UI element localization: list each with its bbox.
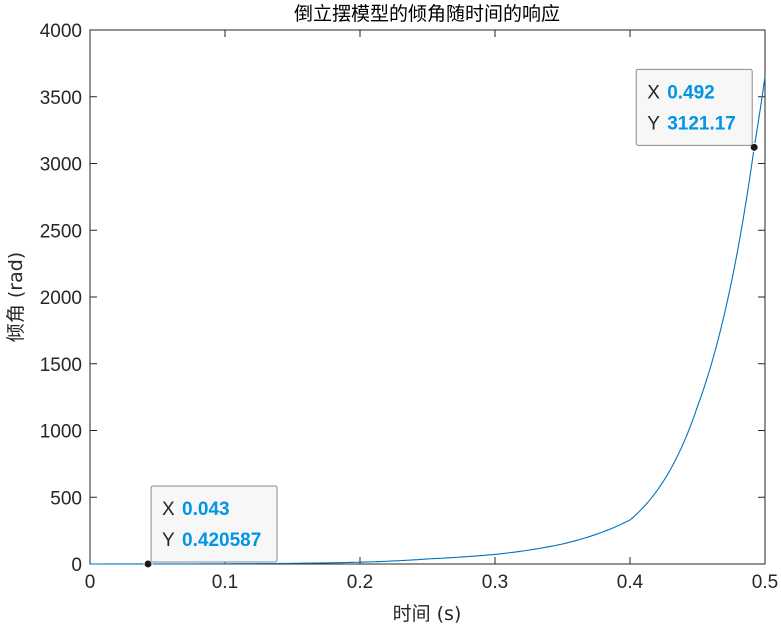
datatip-y-label: Y — [647, 113, 660, 134]
x-tick-label: 0.5 — [752, 572, 778, 593]
datatip-box — [635, 68, 753, 146]
x-tick-label: 0.1 — [212, 572, 238, 593]
datatip-marker — [749, 142, 759, 152]
chart-title: 倒立摆模型的倾角随时间的响应 — [294, 3, 560, 25]
y-tick-label: 0 — [71, 555, 82, 576]
datatip-y-value: 0.420587 — [182, 530, 261, 551]
datatip-box — [150, 485, 278, 563]
x-tick-label: 0 — [85, 572, 96, 593]
datatip-x-label: X — [162, 499, 175, 520]
datatip-y-value: 3121.17 — [667, 113, 736, 134]
y-tick-label: 2000 — [40, 288, 82, 309]
datatip-x-value: 0.043 — [182, 499, 230, 520]
x-axis-label: 时间 (s) — [393, 603, 462, 625]
y-tick-label: 3500 — [40, 88, 82, 109]
datatip-x-label: X — [647, 82, 660, 103]
series-line — [90, 76, 766, 565]
y-tick-label: 1500 — [40, 355, 82, 376]
y-tick-label: 4000 — [40, 21, 82, 42]
x-tick-label: 0.4 — [617, 572, 644, 593]
y-tick-label: 1000 — [40, 422, 82, 443]
datatip-marker — [143, 559, 153, 569]
y-tick-label: 3000 — [40, 155, 82, 176]
x-tick-label: 0.3 — [482, 572, 508, 593]
x-tick-label: 0.2 — [347, 572, 373, 593]
y-tick-label: 500 — [50, 488, 82, 509]
y-axis-label: 倾角 (rad) — [5, 252, 27, 342]
datatip-x-value: 0.492 — [667, 82, 715, 103]
datatip-y-label: Y — [162, 530, 175, 551]
y-tick-label: 2500 — [40, 221, 82, 242]
plot-area: 0 0.1 0.2 0.3 0.4 0.5 0 500 1000 1500 2000 2500 3000… — [40, 21, 778, 593]
